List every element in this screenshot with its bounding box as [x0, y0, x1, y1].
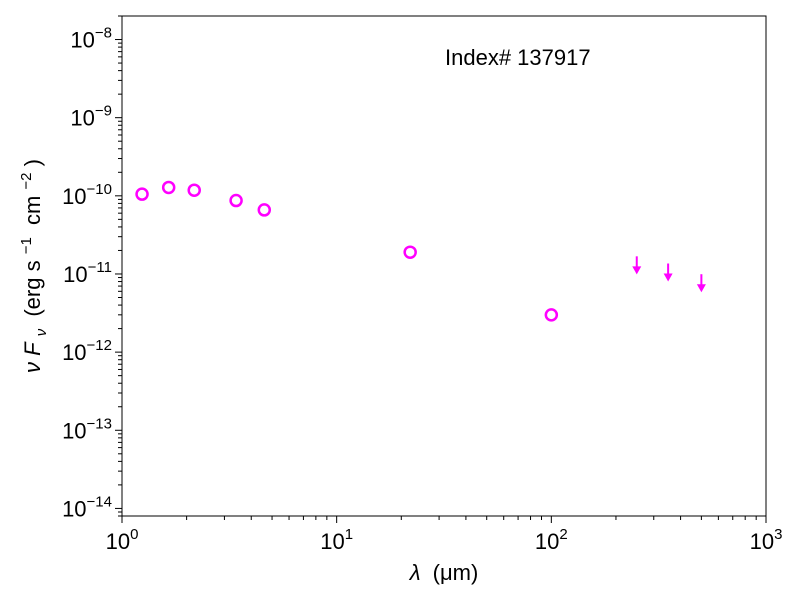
y-tick-label: 10−8: [70, 25, 112, 53]
x-axis-unit: (μm): [433, 560, 479, 585]
y-tick-exp: −13: [87, 415, 112, 432]
x-axis-label: λ (μm): [409, 560, 479, 585]
y-axis-label: ν F ν (erg s −1 cm −2 ): [11, 159, 51, 373]
y-tick-base: 10: [63, 262, 87, 287]
detection-point: [257, 203, 272, 217]
upper-limit-arrow: [696, 274, 706, 293]
y-axis-unit-close: ): [20, 159, 45, 166]
y-tick-label: 10−9: [70, 103, 112, 131]
y-tick-base: 10: [62, 496, 86, 521]
y-tick-base: 10: [62, 184, 86, 209]
y-tick-exp: −11: [88, 259, 112, 276]
upper-limit-head: [663, 273, 673, 282]
upper-limit-head: [632, 266, 642, 275]
x-tick-base: 10: [320, 529, 344, 554]
x-tick-exp: 1: [345, 526, 353, 543]
x-tick-label: 102: [535, 526, 568, 554]
plot-frame: [121, 15, 767, 517]
y-tick-base: 10: [70, 28, 94, 53]
y-tick-label: 10−13: [62, 415, 112, 443]
x-tick-label: 101: [320, 526, 353, 554]
detection-point: [403, 245, 417, 259]
y-tick-exp: −12: [87, 337, 112, 354]
y-tick-label: 10−12: [62, 337, 112, 365]
detection-point: [187, 183, 201, 197]
detection-point: [229, 193, 243, 208]
index-annotation: Index# 137917: [445, 45, 591, 70]
upper-limit-head: [696, 284, 706, 293]
y-axis-unit-mid: cm: [20, 196, 45, 225]
upper-limit-arrow: [632, 256, 642, 275]
detection-point: [135, 187, 149, 201]
y-axis-unit-open: (erg s: [20, 260, 45, 316]
upper-limit-arrow: [663, 263, 673, 282]
y-tick-base: 10: [62, 340, 86, 365]
detection-point: [161, 180, 176, 195]
y-tick-label: 10−11: [63, 259, 112, 287]
y-tick-exp: −8: [95, 25, 112, 42]
y-tick-exp: −9: [95, 103, 112, 120]
y-axis-exp1: −1: [18, 237, 35, 254]
y-axis-exp2: −2: [18, 172, 35, 189]
data-markers: [135, 180, 706, 322]
x-tick-exp: 3: [774, 526, 782, 543]
y-axis-prefix: ν: [20, 362, 45, 373]
x-tick-base: 10: [750, 529, 774, 554]
y-axis-symbol: F: [20, 341, 45, 356]
y-tick-exp: −10: [87, 181, 112, 198]
y-tick-label: 10−14: [62, 493, 112, 521]
x-tick-base: 10: [106, 529, 130, 554]
x-tick-exp: 0: [130, 526, 138, 543]
y-tick-exp: −14: [87, 493, 112, 510]
x-axis-symbol: λ: [409, 560, 421, 585]
y-axis-subscript: ν: [33, 328, 50, 336]
x-tick-base: 10: [535, 529, 559, 554]
y-tick-base: 10: [70, 106, 94, 131]
y-tick-label: 10−10: [62, 181, 112, 209]
x-axis-ticks: 100 101 102 103: [106, 516, 783, 554]
x-tick-exp: 2: [559, 526, 567, 543]
y-tick-base: 10: [62, 418, 86, 443]
detection-point: [544, 308, 559, 322]
x-tick-label: 103: [750, 526, 783, 554]
x-tick-label: 100: [106, 526, 139, 554]
